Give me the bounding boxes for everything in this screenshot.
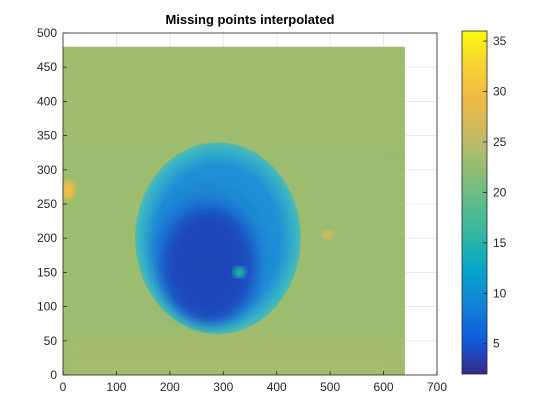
- colorbar-tick-label: 5: [493, 337, 500, 351]
- x-tick-label: 100: [106, 380, 126, 394]
- y-tick-label: 400: [37, 94, 57, 108]
- y-tick-label: 250: [37, 197, 57, 211]
- x-tick-label: 500: [320, 380, 340, 394]
- colorbar: [461, 30, 488, 375]
- y-tick-label: 200: [37, 231, 57, 245]
- colorbar-tick-label: 10: [493, 286, 507, 300]
- region-inner-spot: [232, 266, 246, 278]
- x-tick-label: 600: [374, 380, 394, 394]
- colorbar-tick-label: 20: [493, 185, 507, 199]
- x-tick-label: 200: [160, 380, 180, 394]
- x-tick-label: 400: [267, 380, 287, 394]
- colorbar-tick-label: 25: [493, 135, 507, 149]
- band-bottom: [63, 333, 405, 375]
- y-tick-label: 350: [37, 129, 57, 143]
- heatmap-image: [63, 46, 405, 376]
- region-hot-spot-right: [322, 230, 333, 239]
- y-tick-label: 500: [37, 26, 57, 40]
- band-top: [63, 46, 405, 150]
- chart-title: Missing points interpolated: [165, 12, 334, 27]
- colorbar-ticks: 5 10 15 20 25 30 35: [483, 34, 507, 351]
- colorbar-tick-label: 15: [493, 236, 507, 250]
- x-tick-label: 0: [60, 380, 67, 394]
- heatmap-regions: [63, 46, 405, 375]
- y-tick-label: 100: [37, 300, 57, 314]
- y-tick-label: 50: [44, 334, 58, 348]
- y-tick-label: 150: [37, 265, 57, 279]
- region-ellipse-deep: [167, 210, 253, 321]
- y-tick-label: 450: [37, 60, 57, 74]
- y-axis: 0 50 100 150 200 250 300 350 400 450 500: [37, 26, 67, 382]
- y-tick-label: 0: [50, 368, 57, 382]
- region-hot-spot-left: [63, 180, 75, 200]
- x-tick-label: 300: [213, 380, 233, 394]
- x-tick-label: 700: [427, 380, 447, 394]
- x-axis: 0 100 200 300 400 500 600 700: [60, 371, 447, 394]
- colorbar-tick-label: 35: [493, 34, 507, 48]
- y-tick-label: 300: [37, 163, 57, 177]
- colorbar-tick-label: 30: [493, 85, 507, 99]
